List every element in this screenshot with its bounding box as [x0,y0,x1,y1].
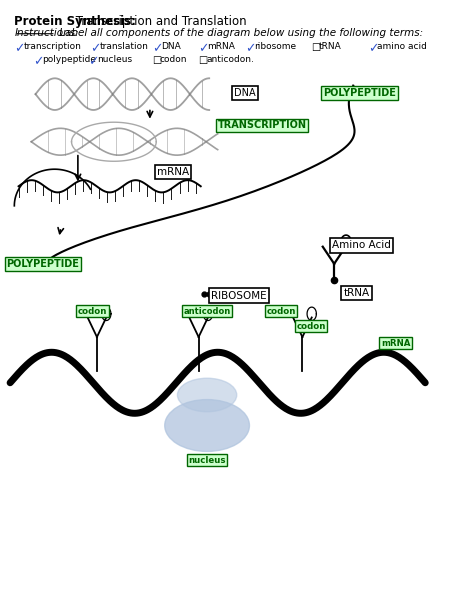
Text: POLYPEPTIDE: POLYPEPTIDE [6,259,79,268]
Text: transcription: transcription [23,42,81,51]
Text: DNA: DNA [235,88,256,98]
Text: ✓: ✓ [91,42,101,55]
Text: ✓: ✓ [199,42,209,55]
Text: codon: codon [78,307,108,316]
Text: translation: translation [100,42,148,51]
Text: mRNA: mRNA [208,42,236,51]
Text: TRANSCRIPTION: TRANSCRIPTION [218,120,307,131]
Text: anticodon.: anticodon. [206,55,254,64]
Text: Instructions:: Instructions: [14,28,79,37]
Text: nucleus: nucleus [97,55,133,64]
Text: codon: codon [296,322,326,330]
Text: ✓: ✓ [368,42,379,55]
Text: RIBOSOME: RIBOSOME [211,291,267,300]
Text: tRNA: tRNA [319,42,341,51]
Text: mRNA: mRNA [381,338,410,348]
Text: DNA: DNA [161,42,181,51]
Text: polypeptide: polypeptide [42,55,96,64]
Text: Label all components of the diagram below using the following terms:: Label all components of the diagram belo… [56,28,423,37]
Text: amino acid: amino acid [377,42,427,51]
Text: ✓: ✓ [152,42,163,55]
Text: ✓: ✓ [245,42,255,55]
Text: nucleus: nucleus [188,456,226,465]
Text: ribosome: ribosome [254,42,296,51]
Text: Transcription and Translation: Transcription and Translation [72,15,246,28]
Text: POLYPEPTIDE: POLYPEPTIDE [323,88,396,98]
Text: Amino Acid: Amino Acid [332,240,391,251]
Text: codon: codon [266,307,296,316]
Text: ✓: ✓ [89,55,99,68]
Text: ✓: ✓ [33,55,44,68]
Ellipse shape [177,378,237,412]
Text: mRNA: mRNA [157,167,189,177]
Text: □: □ [152,55,161,65]
Text: □: □ [199,55,208,65]
Text: tRNA: tRNA [344,288,370,298]
Text: □: □ [311,42,320,52]
Text: codon: codon [160,55,187,64]
Text: anticodon: anticodon [183,307,231,316]
Ellipse shape [165,400,249,451]
Text: ✓: ✓ [14,42,25,55]
Text: Protein Synthesis:: Protein Synthesis: [14,15,137,28]
